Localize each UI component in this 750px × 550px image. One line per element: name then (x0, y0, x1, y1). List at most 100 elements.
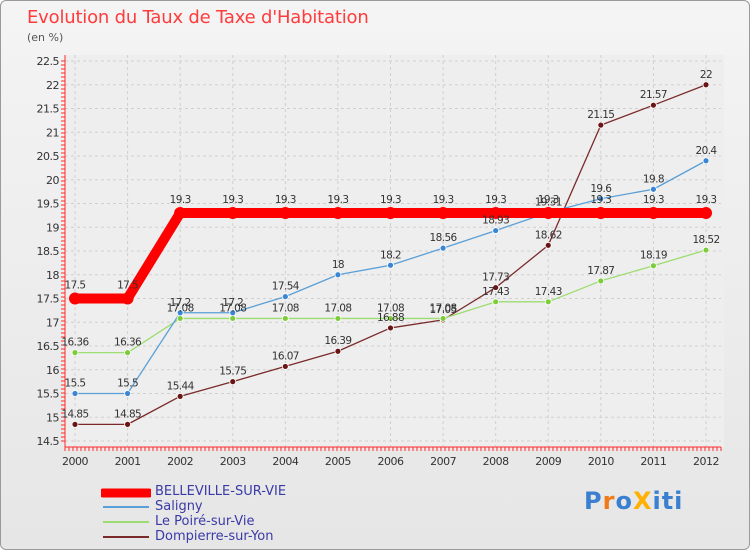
y-tick-label: 16.5 (37, 340, 60, 353)
data-point (702, 81, 710, 89)
data-point (229, 315, 237, 322)
x-tick-label: 2008 (483, 455, 509, 468)
data-point (124, 420, 131, 428)
data-point (492, 284, 500, 291)
x-tick-label: 2009 (535, 455, 561, 468)
data-label: 15.75 (219, 366, 246, 378)
data-label: 16.36 (114, 337, 142, 349)
data-point (492, 227, 500, 234)
logo-letter: i (652, 487, 662, 515)
legend-label: BELLEVILLE-SUR-VIE (155, 484, 287, 499)
data-point (331, 207, 344, 219)
data-label: 17.05 (430, 304, 457, 316)
legend-label: Le Poiré-sur-Vie (155, 514, 255, 529)
data-label: 15.5 (65, 378, 86, 390)
data-label: 17.08 (272, 302, 299, 314)
data-point (650, 262, 657, 270)
data-label: 17.08 (377, 302, 404, 314)
data-point (492, 298, 500, 306)
data-label: 17.43 (535, 286, 562, 298)
data-point (387, 315, 394, 322)
data-point (69, 292, 81, 305)
data-point (387, 261, 394, 269)
data-label: 18.93 (482, 215, 509, 227)
data-label: 19.3 (327, 194, 348, 206)
y-tick-label: 18 (46, 269, 59, 282)
data-label: 19.3 (170, 194, 191, 206)
x-tick-label: 2011 (640, 455, 666, 468)
data-label: 19.3 (380, 194, 401, 206)
x-tick-label: 2007 (430, 455, 456, 468)
data-point (439, 244, 447, 252)
data-point (489, 207, 502, 219)
data-point (597, 277, 605, 285)
x-tick-label: 2012 (693, 455, 719, 468)
y-tick-label: 20.5 (37, 150, 60, 163)
proxiti-logo: ProXiti (584, 487, 683, 515)
data-label: 21.57 (640, 89, 667, 101)
data-label: 16.39 (324, 335, 351, 347)
data-label: 18.2 (380, 249, 401, 261)
data-label: 19.3 (538, 194, 559, 206)
legend-swatch (101, 488, 151, 498)
y-tick-label: 19 (46, 221, 59, 234)
data-point (650, 101, 657, 109)
data-label: 16.07 (272, 350, 299, 362)
y-tick-label: 14.5 (37, 435, 60, 448)
x-tick-label: 2004 (272, 455, 298, 468)
data-point (594, 207, 607, 219)
x-tick-label: 2010 (588, 455, 614, 468)
data-point (71, 420, 79, 428)
data-point (226, 207, 239, 219)
data-label: 17.08 (167, 302, 194, 314)
y-tick-label: 16 (46, 364, 59, 377)
data-point (176, 309, 184, 317)
data-point (334, 347, 342, 355)
data-label: 19.3 (643, 194, 664, 206)
data-label: 17.2 (222, 297, 243, 309)
y-tick-label: 21 (46, 126, 59, 139)
y-tick-label: 15 (46, 411, 59, 424)
data-label: 18.62 (535, 229, 562, 241)
data-point (700, 207, 712, 219)
data-point (124, 349, 131, 357)
data-label: 18 (332, 259, 344, 271)
data-point (384, 207, 397, 219)
data-point (281, 315, 289, 322)
data-point (71, 390, 79, 397)
y-tick-label: 21.5 (37, 103, 60, 116)
data-point (650, 185, 657, 193)
logo-letter: r (602, 487, 616, 515)
data-point (647, 207, 660, 219)
data-label: 22 (700, 69, 712, 81)
data-point (437, 207, 450, 219)
data-point (71, 349, 79, 357)
data-label: 19.3 (275, 194, 296, 206)
data-point (229, 309, 237, 317)
data-label: 18.56 (430, 232, 458, 244)
data-label: 20.4 (696, 145, 718, 157)
data-label: 17.54 (272, 281, 300, 293)
data-point (176, 392, 184, 400)
y-tick-label: 15.5 (37, 388, 60, 401)
data-label: 17.73 (482, 272, 509, 284)
chart-subtitle: (en %) (27, 31, 64, 44)
legend-swatch (103, 521, 149, 523)
data-point (281, 293, 289, 301)
chart-title: Evolution du Taux de Taxe d'Habitation (27, 7, 369, 28)
y-tick-label: 18.5 (37, 245, 60, 258)
x-tick-label: 2006 (378, 455, 404, 468)
logo-letter: o (615, 487, 633, 515)
logo-letter: t (661, 487, 675, 515)
x-tick-label: 2003 (220, 455, 246, 468)
data-label: 19.3 (433, 194, 454, 206)
data-point (334, 271, 342, 279)
data-point (174, 207, 187, 219)
data-point (124, 390, 131, 397)
data-label: 19.6 (590, 183, 612, 195)
data-point (279, 207, 292, 219)
data-label: 17.87 (587, 265, 614, 277)
x-tick-label: 2001 (115, 455, 141, 468)
